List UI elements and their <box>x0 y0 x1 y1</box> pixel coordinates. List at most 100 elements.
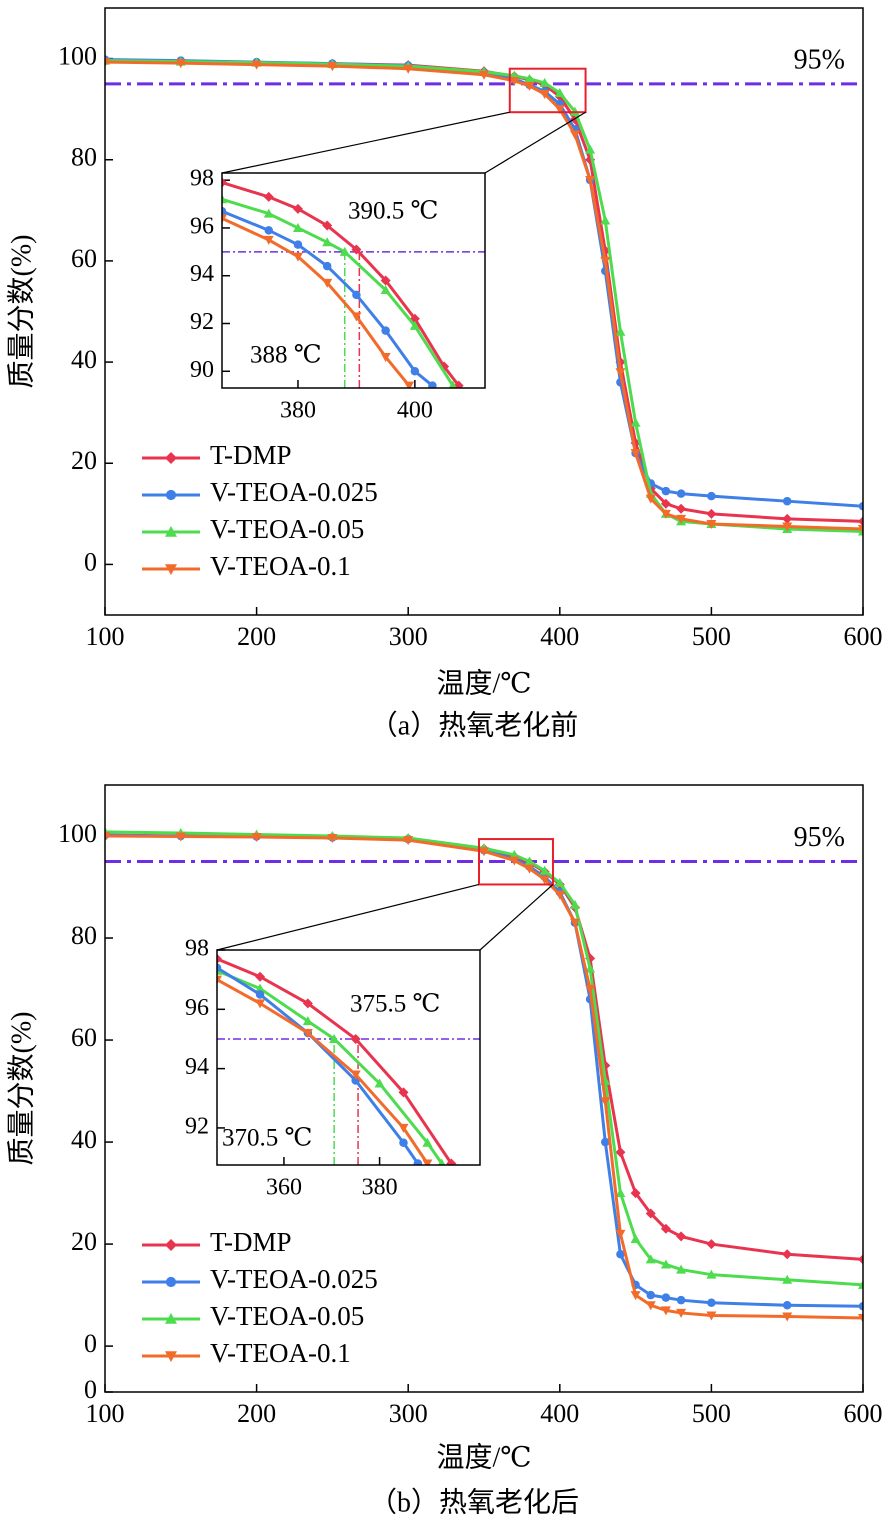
data-point <box>630 1291 641 1301</box>
data-point <box>222 194 227 204</box>
data-point <box>858 1302 863 1311</box>
y-tick-label: 100 <box>58 42 97 71</box>
data-point <box>350 1070 361 1080</box>
data-point <box>600 256 611 266</box>
data-point <box>661 486 671 496</box>
data-point <box>661 1293 671 1302</box>
data-point <box>255 990 265 999</box>
data-point <box>403 836 414 846</box>
y-tick-label: 98 <box>185 936 209 962</box>
data-point <box>630 1188 641 1199</box>
y-tick-label: 96 <box>190 213 214 239</box>
data-point <box>217 975 222 985</box>
y-tick-label: 90 <box>190 357 214 383</box>
plot-frame <box>216 949 481 1166</box>
data-point <box>616 1250 625 1259</box>
data-point <box>707 1298 716 1307</box>
data-point <box>858 1314 863 1324</box>
data-point <box>615 326 626 336</box>
data-point <box>329 1033 340 1043</box>
data-point <box>706 519 717 529</box>
data-point <box>585 175 596 185</box>
x-tick-label: 380 <box>280 398 316 424</box>
legend-marker <box>165 564 177 575</box>
plot-background <box>222 173 485 388</box>
y-tick-label: 40 <box>71 345 97 374</box>
x-axis-label: 温度/℃ <box>436 1441 531 1473</box>
data-point <box>403 64 414 74</box>
data-point <box>292 222 303 232</box>
data-point <box>539 865 550 875</box>
connector <box>484 111 586 174</box>
caption: （a）热氧老化前 <box>370 709 578 741</box>
data-point <box>380 275 391 286</box>
data-point <box>569 130 580 140</box>
data-point <box>539 89 550 99</box>
x-tick-label: 500 <box>692 1399 731 1428</box>
legend-marker <box>165 1276 177 1288</box>
data-point <box>706 1269 717 1279</box>
data-point <box>539 875 550 885</box>
data-point <box>660 509 671 519</box>
legend-marker <box>165 1239 177 1251</box>
y-tick-label: 92 <box>190 309 214 335</box>
data-point <box>676 1231 687 1242</box>
data-point <box>676 503 687 514</box>
data-point <box>630 1233 641 1243</box>
plot-frame <box>221 172 486 389</box>
data-point <box>251 60 262 70</box>
data-point <box>782 1249 793 1260</box>
data-point <box>600 1097 611 1107</box>
data-point <box>292 203 303 214</box>
data-point <box>255 983 266 993</box>
x-tick-label: 400 <box>540 622 579 651</box>
data-point <box>398 1123 409 1133</box>
data-point <box>446 1158 457 1165</box>
marker-label: 370.5 ℃ <box>222 1125 312 1152</box>
data-point <box>302 998 313 1009</box>
data-point <box>404 381 415 388</box>
x-tick-label: 400 <box>540 1399 579 1428</box>
x-tick-label: 300 <box>389 622 428 651</box>
data-point <box>524 81 535 91</box>
data-point <box>409 320 420 330</box>
data-point <box>858 516 863 527</box>
x-tick-label: 600 <box>844 1399 883 1428</box>
data-point <box>380 285 391 295</box>
data-point <box>539 77 550 87</box>
data-point <box>615 1188 626 1198</box>
data-point <box>105 832 110 842</box>
data-point <box>615 1229 626 1239</box>
marker-label: 375.5 ℃ <box>350 991 440 1018</box>
data-point <box>660 498 671 509</box>
x-tick-label: 380 <box>362 1175 398 1201</box>
data-point <box>222 206 227 216</box>
data-point <box>422 1159 433 1165</box>
y-tick-label: 80 <box>71 143 97 172</box>
y-tick-label: 0 <box>84 547 97 576</box>
marker-label: 390.5 ℃ <box>348 198 438 225</box>
series-line <box>217 957 453 1165</box>
data-point <box>569 106 580 116</box>
data-point <box>448 380 457 388</box>
data-point <box>302 1016 313 1026</box>
data-point <box>676 489 686 498</box>
data-point <box>263 235 274 245</box>
data-point <box>676 1264 687 1274</box>
x-tick-label: 400 <box>397 398 433 424</box>
y-tick-label: 40 <box>71 1125 97 1154</box>
data-point <box>645 1208 656 1219</box>
data-point <box>222 177 227 188</box>
data-point <box>374 1078 385 1088</box>
reference-label: 95% <box>794 822 845 853</box>
data-point <box>554 890 565 900</box>
data-point <box>264 226 274 235</box>
data-point <box>554 87 565 97</box>
zoom-box <box>508 67 587 114</box>
y-tick-label: 80 <box>71 921 97 950</box>
y-tick-label: 0 <box>84 1375 97 1404</box>
data-point <box>322 237 333 247</box>
data-point <box>782 1312 793 1322</box>
x-tick-label: 600 <box>844 622 883 651</box>
data-point <box>251 833 262 843</box>
